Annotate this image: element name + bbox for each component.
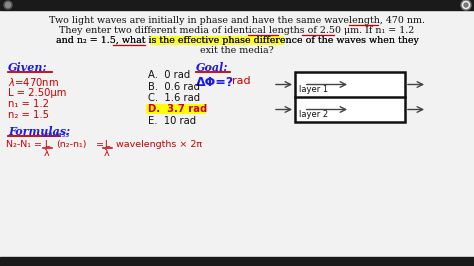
Bar	[0, 257, 474, 266]
Text: exit the media?: exit the media?	[200, 46, 274, 55]
Text: n₁ = 1.2: n₁ = 1.2	[8, 99, 49, 109]
Circle shape	[6, 2, 10, 7]
Text: $\lambda$=470nm: $\lambda$=470nm	[8, 76, 59, 88]
Text: rad: rad	[232, 76, 251, 86]
Text: A.  0 rad: A. 0 rad	[148, 70, 190, 80]
Text: C.  1.6 rad: C. 1.6 rad	[148, 93, 200, 103]
Text: wavelengths × 2π: wavelengths × 2π	[116, 140, 202, 149]
Circle shape	[463, 2, 470, 9]
Text: Two light waves are initially in phase and have the same wavelength, 470 nm.: Two light waves are initially in phase a…	[49, 16, 425, 25]
Text: L = 2.50μm: L = 2.50μm	[8, 88, 66, 98]
Text: n₂ = 1.5: n₂ = 1.5	[8, 110, 49, 120]
Text: Given:: Given:	[8, 62, 47, 73]
Text: Goal:: Goal:	[196, 62, 228, 73]
Text: and n₂ = 1.5, what is the effective phase difference of the waves when they: and n₂ = 1.5, what is the effective phas…	[55, 36, 419, 45]
Text: B.  0.6 rad: B. 0.6 rad	[148, 81, 200, 92]
Circle shape	[464, 3, 468, 7]
Text: They enter two different media of identical lengths of 2.50 μm. If n₁ = 1.2: They enter two different media of identi…	[59, 26, 415, 35]
Text: and n₂ = 1.5, what is the effective phase difference of the waves when they: and n₂ = 1.5, what is the effective phas…	[55, 36, 419, 45]
Bar	[146, 103, 206, 114]
Text: D.  3.7 rad: D. 3.7 rad	[148, 105, 207, 114]
Text: L: L	[104, 140, 109, 149]
Circle shape	[461, 0, 471, 10]
Text: (n₂-n₁): (n₂-n₁)	[56, 140, 86, 149]
Text: ΔΦ=?: ΔΦ=?	[196, 76, 234, 89]
Text: E.  10 rad: E. 10 rad	[148, 116, 196, 126]
Text: L: L	[44, 140, 49, 149]
Bar	[150, 36, 284, 45]
Text: λ: λ	[104, 149, 109, 158]
Text: λ: λ	[44, 149, 50, 158]
Circle shape	[4, 1, 12, 9]
Text: N₂-N₁ =: N₂-N₁ =	[6, 140, 42, 149]
Text: layer 2: layer 2	[299, 110, 328, 119]
Text: =: =	[96, 140, 104, 149]
Text: unitless: unitless	[42, 132, 70, 138]
Text: Formulas:: Formulas:	[8, 126, 70, 137]
Text: layer 1: layer 1	[299, 85, 328, 94]
Bar	[0, 0, 474, 10]
Bar	[295, 72, 405, 122]
